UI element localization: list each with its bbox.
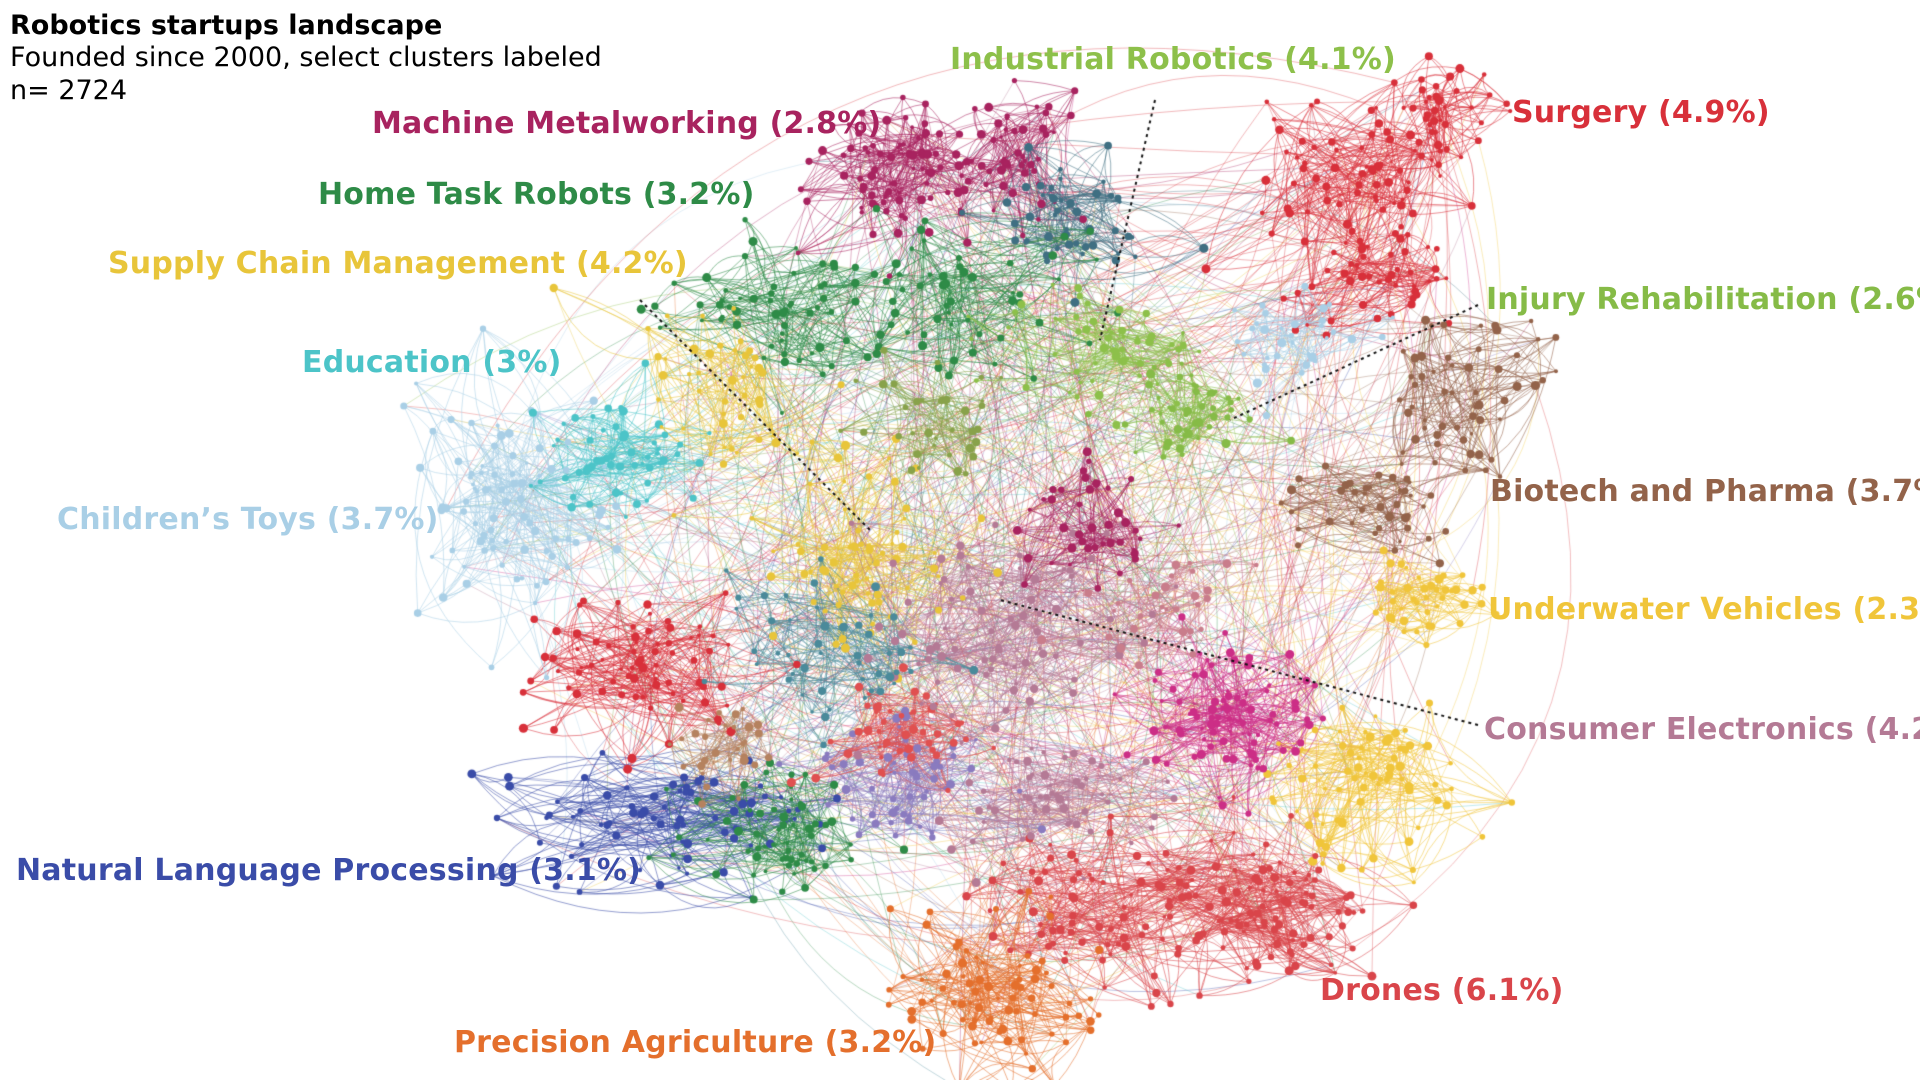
label-machine-metalworking: Machine Metalworking (2.8%): [372, 106, 882, 141]
label-education: Education (3%): [302, 345, 562, 380]
label-surgery: Surgery (4.9%): [1512, 95, 1770, 130]
label-biotech-and-pharma: Biotech and Pharma (3.7%): [1490, 474, 1920, 509]
label-supply-chain-management: Supply Chain Management (4.2%): [108, 246, 688, 281]
chart-title: Robotics startups landscape: [10, 10, 443, 41]
chart-subtitle: Founded since 2000, select clusters labe…: [10, 42, 602, 74]
label-industrial-robotics: Industrial Robotics (4.1%): [950, 42, 1396, 77]
title-block: Robotics startups landscape Founded sinc…: [10, 10, 602, 107]
label-precision-agriculture: Precision Agriculture (3.2%): [454, 1025, 937, 1060]
label-underwater-vehicles: Underwater Vehicles (2.3%): [1488, 592, 1920, 627]
label-home-task-robots: Home Task Robots (3.2%): [318, 177, 755, 212]
label-drones: Drones (6.1%): [1320, 973, 1564, 1008]
label-consumer-electronics: Consumer Electronics (4.2%): [1484, 712, 1920, 747]
label-childrens-toys: Children’s Toys (3.7%): [57, 502, 439, 537]
label-natural-language-processing: Natural Language Processing (3.1%): [16, 853, 642, 888]
label-injury-rehabilitation: Injury Rehabilitation (2.6%): [1486, 282, 1920, 317]
sample-size: n= 2724: [10, 74, 128, 106]
